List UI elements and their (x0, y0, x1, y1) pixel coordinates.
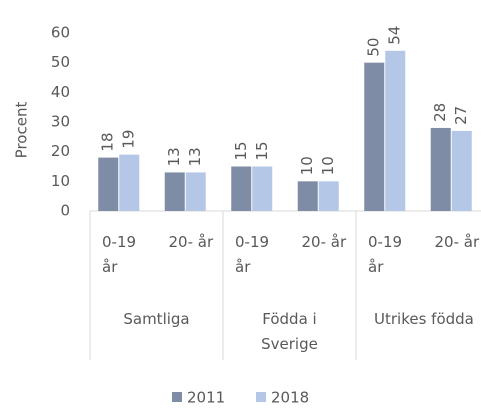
group-label: Födda i Sverige (261, 310, 318, 353)
bar (451, 130, 472, 211)
bar (98, 157, 119, 211)
legend-swatch (256, 392, 266, 402)
bar (364, 62, 385, 211)
x-tick-label: 0-19 år (368, 233, 403, 276)
value-label: 28 (431, 103, 449, 122)
bar (297, 181, 318, 211)
y-axis-label: Procent (13, 102, 31, 159)
x-tick-label: 0-19 år (102, 233, 137, 276)
value-label: 13 (186, 147, 204, 166)
value-label: 15 (253, 141, 271, 160)
bar (119, 154, 140, 211)
value-label: 27 (452, 106, 470, 125)
y-tick-label: 10 (51, 172, 70, 190)
value-label: 10 (319, 156, 337, 175)
value-label: 18 (99, 133, 117, 152)
value-label: 10 (298, 156, 316, 175)
value-label: 15 (232, 141, 250, 160)
bar (231, 166, 252, 211)
y-tick-label: 30 (51, 113, 70, 131)
bar (185, 172, 206, 211)
y-tick-label: 20 (51, 142, 70, 160)
x-tick-label: 20- år (301, 233, 347, 251)
group-label: Samtliga (123, 310, 190, 328)
y-tick-label: 0 (60, 202, 70, 220)
legend-swatch (172, 392, 182, 402)
value-label: 54 (386, 26, 404, 45)
value-label: 19 (120, 130, 138, 149)
bar (164, 172, 185, 211)
x-tick-label: 0-19 år (235, 233, 270, 276)
bar (385, 50, 406, 211)
value-label: 50 (365, 38, 383, 57)
y-tick-label: 60 (51, 24, 70, 42)
x-tick-label: 20- år (434, 233, 480, 251)
x-tick-label: 20- år (168, 233, 214, 251)
group-label: Utrikes födda (374, 310, 474, 328)
value-label: 13 (165, 147, 183, 166)
bar (430, 127, 451, 211)
y-tick-label: 40 (51, 83, 70, 101)
bar (252, 166, 273, 211)
y-tick-label: 50 (51, 53, 70, 71)
legend-label: 2011 (187, 389, 225, 407)
bar (318, 181, 339, 211)
legend-label: 2018 (271, 389, 309, 407)
